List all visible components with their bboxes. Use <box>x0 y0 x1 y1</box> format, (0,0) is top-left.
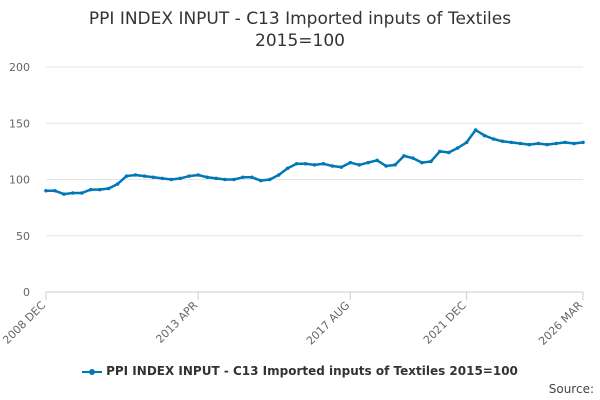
data-point <box>196 173 200 177</box>
data-point <box>97 187 102 192</box>
data-point <box>71 191 75 195</box>
legend-line-marker-icon <box>82 367 103 377</box>
data-point <box>518 141 523 146</box>
data-point <box>160 176 165 181</box>
data-point <box>62 192 66 196</box>
data-point <box>509 140 514 145</box>
data-point <box>44 188 48 193</box>
data-point <box>545 142 549 147</box>
data-point <box>563 140 567 145</box>
data-point <box>214 176 218 181</box>
y-axis-labels: 0 50 100 150 200 <box>9 61 30 299</box>
data-point <box>151 175 156 180</box>
legend-label: PPI INDEX INPUT - C13 Imported inputs of… <box>106 364 518 378</box>
x-tick-label: 2021 DEC <box>421 299 469 347</box>
data-point <box>312 163 317 167</box>
x-axis <box>45 291 584 300</box>
grid-lines <box>46 66 583 237</box>
y-tick-label: 50 <box>16 230 30 243</box>
series-layer <box>44 128 585 196</box>
data-point <box>357 163 362 167</box>
data-point <box>241 175 245 180</box>
data-point <box>482 133 487 138</box>
data-point <box>250 175 254 180</box>
data-point <box>500 139 505 144</box>
y-tick-label: 150 <box>9 117 30 130</box>
data-point <box>232 177 236 182</box>
data-point <box>80 191 84 195</box>
data-point <box>205 175 209 180</box>
data-point <box>411 156 415 160</box>
x-tick-label: 2017 AUG <box>304 299 353 348</box>
data-point <box>455 146 460 150</box>
source-label: Source: <box>548 382 594 396</box>
data-point <box>276 173 281 177</box>
data-point <box>384 164 388 168</box>
data-point <box>348 160 353 165</box>
data-point <box>178 176 183 181</box>
y-tick-label: 200 <box>9 61 30 74</box>
data-point <box>187 174 191 178</box>
data-point <box>142 174 147 178</box>
data-point <box>124 174 129 178</box>
data-point <box>366 160 371 165</box>
data-point <box>464 140 469 145</box>
x-tick-label: 2008 DEC <box>0 299 48 347</box>
data-point <box>438 149 442 154</box>
data-point <box>446 150 451 155</box>
data-point <box>294 161 299 166</box>
y-tick-label: 100 <box>9 174 30 187</box>
chart-legend[interactable]: PPI INDEX INPUT - C13 Imported inputs of… <box>0 364 600 378</box>
data-point <box>420 160 424 165</box>
x-tick-label: 2013 APR <box>153 299 200 346</box>
data-point <box>223 177 227 182</box>
data-point <box>554 141 558 146</box>
data-point <box>285 166 290 171</box>
data-point <box>581 140 585 145</box>
data-point <box>259 178 263 183</box>
data-point <box>339 165 344 169</box>
data-point <box>572 141 576 146</box>
data-point <box>375 158 379 163</box>
data-point <box>321 161 326 166</box>
data-point <box>402 154 406 158</box>
data-point <box>303 161 308 166</box>
x-tick-label: 2026 MAR <box>536 299 585 348</box>
data-point <box>393 163 397 167</box>
data-point <box>527 142 532 147</box>
data-point <box>429 159 433 164</box>
chart-title: PPI INDEX INPUT - C13 Imported inputs of… <box>88 9 512 51</box>
data-point <box>133 173 138 177</box>
data-point <box>88 187 93 192</box>
data-point <box>169 177 174 182</box>
data-point <box>267 177 272 182</box>
data-point <box>53 188 57 193</box>
x-axis-labels: 2008 DEC 2013 APR 2017 AUG 2021 DEC 2026 MAR <box>0 299 585 348</box>
data-point <box>106 186 111 191</box>
data-point <box>330 164 335 168</box>
data-point <box>491 137 496 141</box>
data-point <box>115 182 120 186</box>
data-point <box>473 128 478 132</box>
y-tick-label: 0 <box>23 286 30 299</box>
data-point <box>536 141 541 146</box>
